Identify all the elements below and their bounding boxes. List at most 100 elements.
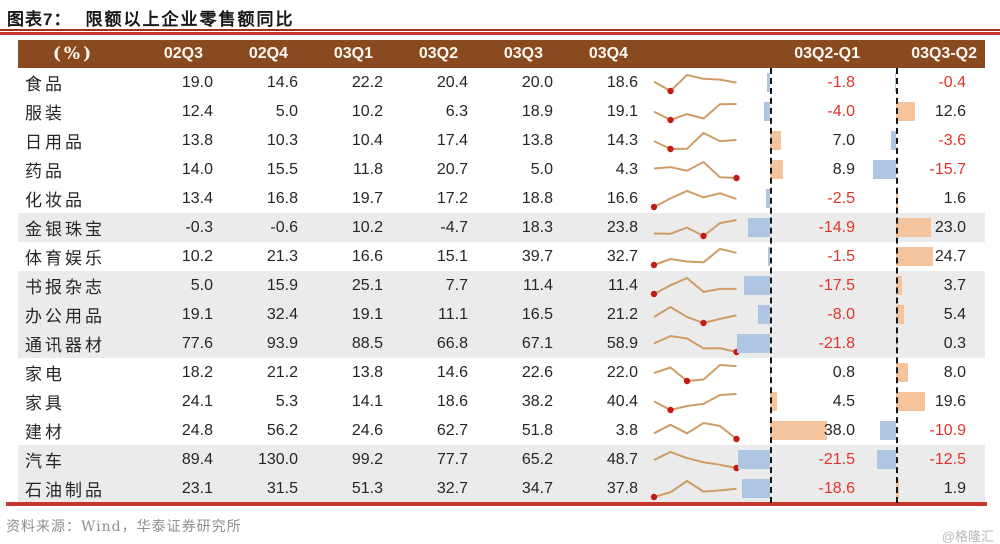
diff-cell: -17.5 xyxy=(743,271,896,300)
quarter-value: -4.7 xyxy=(440,218,468,236)
row-label: 石油制品 xyxy=(25,481,105,501)
quarter-value: 15.5 xyxy=(266,160,298,178)
zero-axis-dashed-line-2 xyxy=(896,68,898,503)
diff-cell: 8.9 xyxy=(770,155,896,184)
col-header-03q2: 03Q2 xyxy=(418,45,458,62)
table-row: 通讯器材 77.6 93.9 88.5 66.8 67.1 58.9 -21.8 0.3 xyxy=(18,329,985,358)
trend-sparkline xyxy=(653,103,737,124)
diff-value: 3.7 xyxy=(943,277,966,294)
sparkline-cell xyxy=(650,68,770,97)
trend-sparkline xyxy=(650,189,737,211)
negative-diff-bar xyxy=(872,160,896,179)
quarter-value: 23.8 xyxy=(606,218,638,236)
row-label: 日用品 xyxy=(25,133,85,153)
diff-value: 5.4 xyxy=(943,306,966,323)
table-body: 食品 19.0 14.6 22.2 20.4 20.0 18.6 -1.8 -0.4 服装 12.4… xyxy=(18,68,985,503)
title-divider xyxy=(0,29,1000,35)
diff-value: 23.0 xyxy=(934,219,966,236)
quarter-value: 5.0 xyxy=(190,276,213,294)
quarter-value: 58.9 xyxy=(606,334,638,352)
row-label: 书报杂志 xyxy=(25,278,105,298)
diff-cell: 1.9 xyxy=(896,474,985,503)
diff-cell: 38.0 xyxy=(770,416,896,445)
quarter-value: 19.1 xyxy=(351,305,383,323)
quarter-value: 62.7 xyxy=(436,421,468,439)
quarter-value: 23.1 xyxy=(181,479,213,497)
row-label: 食品 xyxy=(25,75,65,95)
min-value-dot xyxy=(667,116,674,124)
diff-cell: -21.8 xyxy=(737,329,896,358)
data-table: (%) 02Q3 02Q4 03Q1 03Q2 03Q3 03Q4 03Q2-Q… xyxy=(18,40,985,503)
watermark: @格隆汇 xyxy=(941,529,994,544)
quarter-value: 93.9 xyxy=(266,334,298,352)
quarter-value: 18.8 xyxy=(521,189,553,207)
sparkline-cell xyxy=(650,242,770,271)
row-label: 药品 xyxy=(25,162,65,182)
diff-cell: -10.9 xyxy=(879,416,985,445)
quarter-value: 17.4 xyxy=(436,131,468,149)
quarter-value: 14.1 xyxy=(351,392,383,410)
diff-value: -14.9 xyxy=(818,219,855,236)
diff-value: -2.5 xyxy=(827,190,855,207)
positive-diff-bar xyxy=(896,218,931,237)
quarter-value: 5.3 xyxy=(275,392,298,410)
quarter-value: 20.0 xyxy=(521,73,553,91)
diff-cell: -1.8 xyxy=(767,68,896,97)
quarter-value: 15.1 xyxy=(436,247,468,265)
table-row: 日用品 13.8 10.3 10.4 17.4 13.8 14.3 7.0 -3.6 xyxy=(18,126,985,155)
min-value-dot xyxy=(667,145,674,153)
negative-diff-bar xyxy=(895,73,896,92)
quarter-value: 11.4 xyxy=(523,276,553,294)
trend-sparkline xyxy=(653,305,737,327)
positive-diff-bar xyxy=(896,363,908,382)
quarter-value: 51.3 xyxy=(351,479,383,497)
quarter-value: 11.8 xyxy=(353,160,383,178)
sparkline-cell xyxy=(650,213,770,242)
table-row: 体育娱乐 10.2 21.3 16.6 15.1 39.7 32.7 -1.5 24.7 xyxy=(18,242,985,271)
quarter-value: -0.6 xyxy=(270,218,298,236)
quarter-value: 22.6 xyxy=(521,363,553,381)
negative-diff-bar xyxy=(742,479,770,498)
quarter-value: 38.2 xyxy=(521,392,553,410)
negative-diff-bar xyxy=(767,247,770,266)
negative-diff-bar xyxy=(877,450,896,469)
table-row: 药品 14.0 15.5 11.8 20.7 5.0 4.3 8.9 -15.7 xyxy=(18,155,985,184)
negative-diff-bar xyxy=(747,218,770,237)
diff-value: -18.6 xyxy=(818,480,855,497)
trend-sparkline xyxy=(653,131,737,153)
diff-cell: 23.0 xyxy=(896,213,985,242)
quarter-value: 32.4 xyxy=(266,305,298,323)
diff-value: -17.5 xyxy=(818,277,855,294)
quarter-value: 5.0 xyxy=(530,160,553,178)
diff-value: 12.6 xyxy=(934,103,966,120)
negative-diff-bar xyxy=(766,189,770,208)
min-value-dot xyxy=(700,232,707,240)
row-label: 通讯器材 xyxy=(25,336,105,356)
diff-value: 7.0 xyxy=(832,132,855,149)
diff-value: 8.9 xyxy=(832,161,855,178)
row-label: 金银珠宝 xyxy=(25,220,105,240)
quarter-value: 21.2 xyxy=(266,363,298,381)
diff-cell: -2.5 xyxy=(766,184,896,213)
quarter-value: 99.2 xyxy=(351,450,383,468)
quarter-value: 34.7 xyxy=(521,479,553,497)
positive-diff-bar xyxy=(770,421,827,440)
quarter-value: 10.4 xyxy=(351,131,383,149)
min-value-dot xyxy=(650,203,658,211)
diff-cell: -3.6 xyxy=(890,126,985,155)
trend-sparkline xyxy=(653,393,737,414)
quarter-value: 25.1 xyxy=(351,276,383,294)
diff-value: -21.8 xyxy=(818,335,855,352)
quarter-value: 18.6 xyxy=(606,73,638,91)
quarter-value: 24.8 xyxy=(181,421,213,439)
sparkline-cell xyxy=(650,126,770,155)
sparkline-cell xyxy=(650,387,770,416)
diff-cell: -1.5 xyxy=(767,242,896,271)
min-value-dot xyxy=(650,261,658,269)
min-value-dot xyxy=(733,435,740,443)
diff-value: -21.5 xyxy=(818,451,855,468)
table-row: 石油制品 23.1 31.5 51.3 32.7 34.7 37.8 -18.6 1.9 xyxy=(18,474,985,503)
quarter-value: 51.8 xyxy=(521,421,553,439)
quarter-value: 56.2 xyxy=(266,421,298,439)
quarter-value: 13.4 xyxy=(181,189,213,207)
